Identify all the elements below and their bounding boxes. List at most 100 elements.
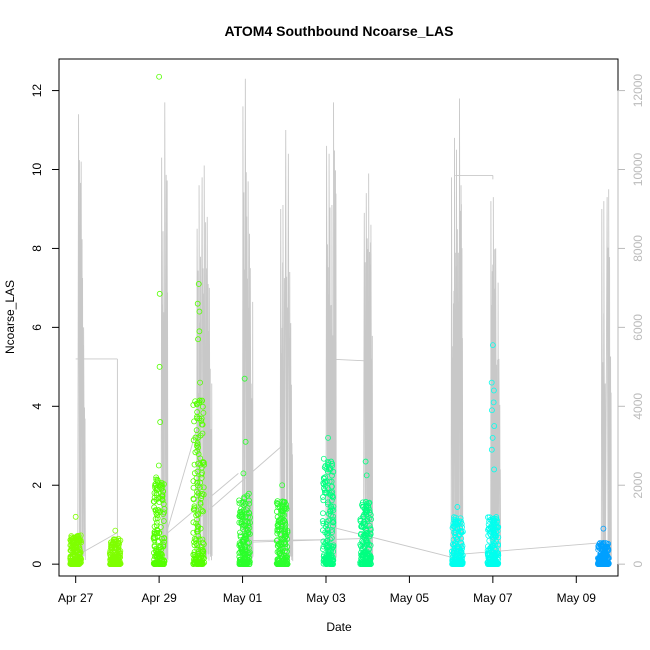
data-point (194, 479, 201, 486)
data-point (279, 482, 286, 489)
data-point (362, 526, 369, 533)
data-point (153, 474, 160, 481)
data-point (277, 545, 284, 552)
data-point (322, 541, 329, 548)
data-point (282, 519, 289, 526)
data-point (490, 533, 497, 540)
data-point (195, 511, 202, 518)
data-point (274, 537, 281, 544)
data-point (240, 470, 247, 477)
data-point (363, 500, 370, 507)
data-point (110, 539, 116, 546)
data-point (490, 529, 497, 536)
data-point (110, 560, 116, 567)
data-point (450, 560, 457, 567)
data-point (196, 397, 203, 404)
data-point (321, 489, 328, 496)
data-point (319, 546, 326, 552)
data-point (77, 555, 84, 562)
data-point (245, 559, 252, 566)
x-tick-label: May 05 (390, 591, 430, 605)
x-axis-label: Date (326, 620, 352, 634)
data-point (320, 494, 326, 500)
data-point (73, 543, 79, 550)
data-point (151, 494, 158, 501)
line-connector (242, 538, 364, 543)
data-point (190, 560, 197, 567)
data-point (197, 499, 204, 506)
data-point (191, 418, 197, 425)
data-point (195, 336, 201, 343)
data-point (71, 548, 78, 555)
data-point (283, 559, 290, 566)
point-cluster (67, 513, 85, 568)
data-point (600, 525, 607, 532)
data-point (75, 535, 81, 542)
data-point (364, 518, 371, 524)
data-point (320, 538, 327, 545)
line-series-layer (75, 78, 612, 563)
data-point (595, 555, 602, 562)
y-tick-label: 4 (30, 403, 44, 410)
secondary-y-tick-label: 8000 (631, 235, 645, 262)
data-point (198, 415, 205, 422)
data-point (595, 546, 602, 553)
data-point (490, 399, 497, 406)
data-point (491, 423, 498, 429)
data-point (456, 552, 463, 559)
data-point (75, 543, 82, 550)
data-point (325, 434, 331, 441)
data-point (328, 458, 335, 465)
line-burst (450, 98, 464, 563)
data-point (197, 432, 204, 439)
data-point (194, 441, 201, 448)
data-point (199, 403, 206, 410)
data-point (280, 561, 287, 568)
data-point (366, 515, 373, 521)
data-point (190, 402, 197, 408)
secondary-y-tick-label: 2000 (631, 472, 645, 499)
data-point (198, 397, 205, 404)
data-point (598, 543, 605, 550)
data-point (488, 517, 495, 524)
plot-frame (58, 58, 619, 577)
data-point (329, 472, 335, 479)
data-point (281, 536, 288, 543)
data-point (279, 545, 286, 552)
data-point (495, 556, 502, 563)
data-point (360, 557, 367, 564)
data-point (362, 561, 368, 568)
data-point (279, 503, 286, 510)
data-point (323, 561, 329, 568)
data-point (327, 561, 333, 568)
line-burst (242, 78, 254, 563)
data-point (328, 547, 335, 554)
data-point (200, 491, 207, 498)
data-point (241, 375, 248, 382)
data-point (493, 547, 500, 553)
secondary-y-tick-label: 6000 (631, 314, 645, 341)
data-point (488, 446, 495, 453)
data-point (451, 542, 458, 549)
data-point (324, 554, 330, 561)
data-point (328, 535, 335, 541)
data-point (194, 526, 201, 533)
x-tick-label: May 07 (473, 591, 513, 605)
data-point (237, 509, 243, 515)
data-point (454, 561, 461, 567)
data-point (237, 542, 244, 549)
y-tick-label: 8 (30, 245, 44, 252)
data-point (359, 523, 365, 530)
data-point (156, 290, 163, 297)
data-point (458, 529, 465, 536)
data-point (489, 548, 495, 554)
data-point (200, 409, 207, 416)
data-point (161, 506, 168, 512)
data-point (151, 504, 158, 511)
data-point (597, 554, 604, 561)
data-point (330, 503, 337, 510)
line-burst (77, 114, 86, 561)
line-burst (325, 102, 337, 562)
data-point (450, 523, 457, 529)
data-point (196, 415, 203, 422)
